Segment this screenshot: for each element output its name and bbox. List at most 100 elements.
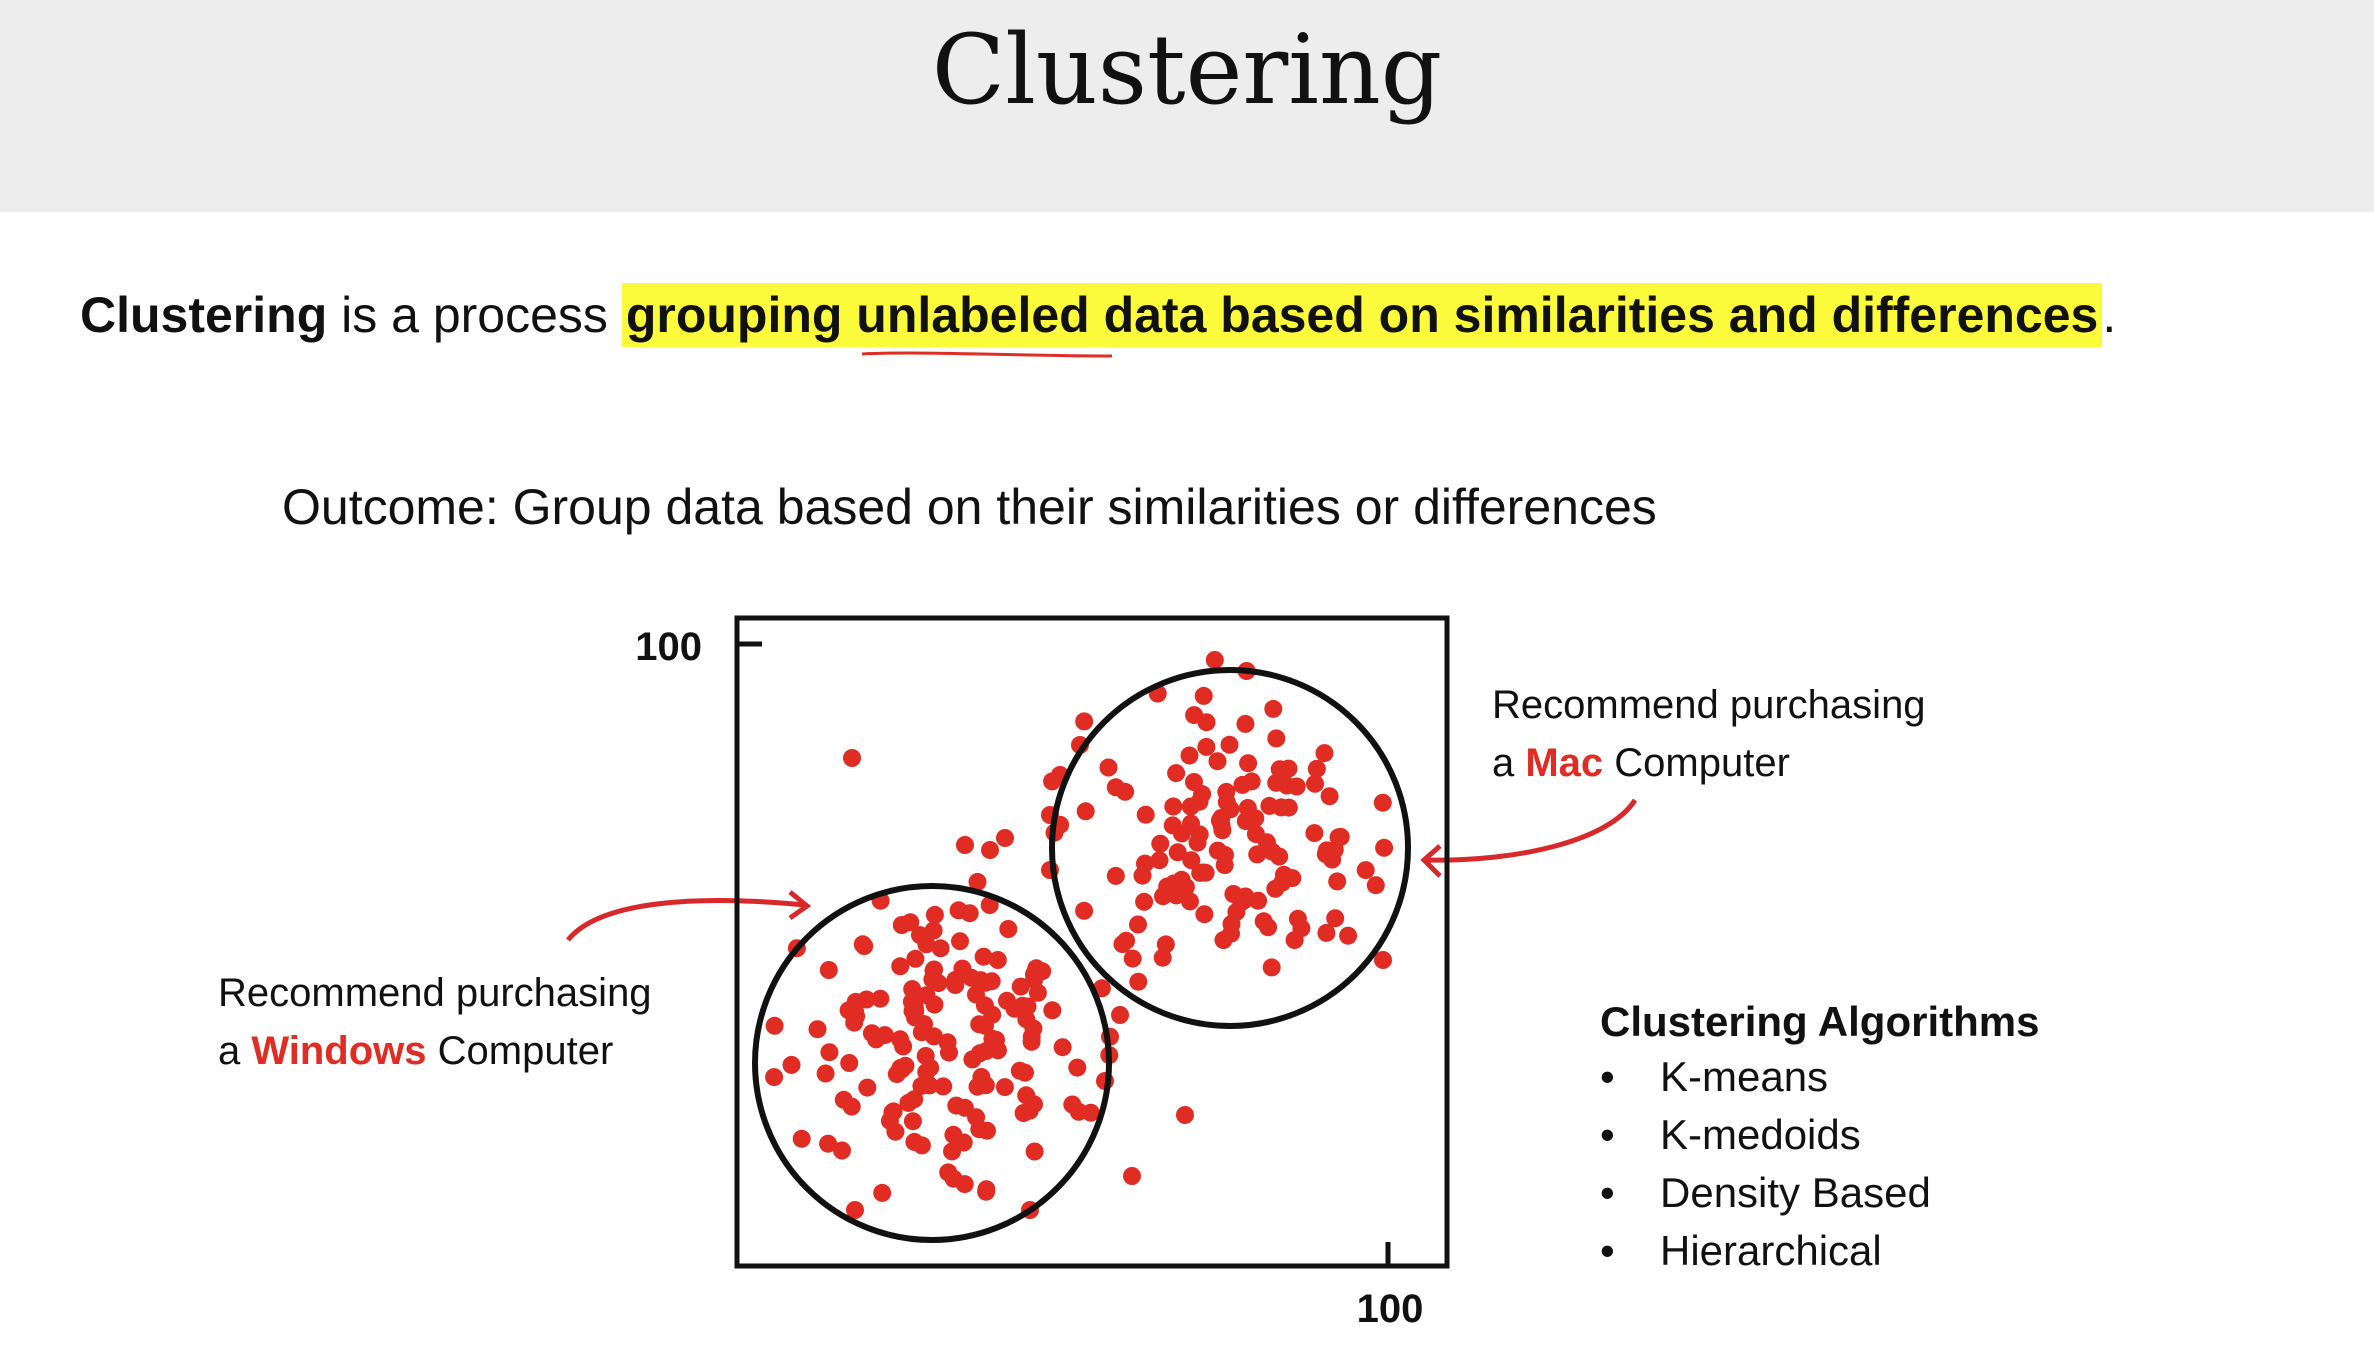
data-point — [1208, 752, 1227, 771]
windows-brand: Windows — [251, 1029, 427, 1073]
data-point — [903, 1112, 922, 1131]
data-point — [1356, 861, 1375, 880]
data-point — [1043, 1001, 1062, 1020]
data-point — [953, 959, 972, 978]
data-point — [1197, 737, 1216, 756]
data-point — [1028, 983, 1047, 1002]
plot-frame — [734, 615, 1450, 1269]
data-point — [847, 1007, 866, 1026]
data-point — [1263, 842, 1282, 861]
data-point — [883, 1103, 902, 1122]
definition-period: . — [2102, 287, 2117, 343]
data-point — [1180, 746, 1199, 765]
data-point — [1254, 912, 1273, 931]
data-point — [924, 921, 943, 940]
data-point — [956, 836, 974, 854]
data-point — [820, 1043, 839, 1062]
data-point — [808, 1020, 827, 1039]
data-point — [1182, 851, 1201, 870]
data-point — [782, 1055, 801, 1074]
data-point — [1315, 744, 1334, 763]
data-point — [867, 1030, 886, 1049]
data-point — [1264, 699, 1283, 718]
data-point — [917, 986, 936, 1005]
data-point — [1116, 782, 1135, 801]
data-point — [1375, 838, 1394, 857]
data-point — [977, 1180, 996, 1199]
data-point — [1329, 828, 1348, 847]
data-point — [915, 1015, 933, 1034]
mac-suffix: Computer — [1603, 741, 1790, 785]
data-point — [1168, 843, 1187, 862]
data-point — [1236, 714, 1255, 733]
data-point — [1151, 834, 1170, 853]
data-point — [1339, 926, 1358, 945]
data-point — [987, 1030, 1005, 1049]
data-point — [899, 1093, 918, 1112]
windows-cluster-circle — [752, 883, 1112, 1243]
data-point — [974, 947, 993, 966]
data-point — [1270, 760, 1289, 779]
data-point — [858, 1078, 877, 1097]
data-point — [1188, 833, 1207, 852]
mac-prefix: a — [1492, 741, 1526, 785]
data-point — [1022, 1032, 1041, 1051]
data-point — [1366, 876, 1385, 895]
data-point — [843, 749, 861, 767]
data-point — [1129, 972, 1148, 991]
data-point — [1135, 892, 1154, 911]
data-point — [1317, 841, 1336, 860]
data-point — [1025, 1142, 1044, 1161]
data-point — [1106, 866, 1125, 885]
data-point — [976, 1016, 994, 1035]
data-point — [978, 1121, 996, 1140]
definition-term: Clustering — [80, 287, 328, 343]
data-point — [1215, 856, 1234, 875]
data-point — [1217, 793, 1236, 812]
definition-text: Clustering is a process grouping unlabel… — [80, 283, 2117, 347]
data-point — [931, 939, 950, 958]
algorithms-heading: Clustering Algorithms — [1600, 998, 2040, 1045]
data-point — [925, 905, 944, 924]
windows-suffix: Computer — [426, 1029, 614, 1073]
data-point — [1075, 712, 1094, 731]
data-point — [1068, 1058, 1087, 1077]
data-point — [1172, 824, 1191, 843]
data-point — [1027, 959, 1046, 978]
data-point — [1249, 891, 1268, 910]
data-point — [1220, 735, 1239, 754]
windows-recommendation: Recommend purchasing a Windows Computer — [218, 964, 652, 1080]
data-point — [996, 829, 1014, 847]
data-point — [886, 1122, 905, 1141]
data-point — [1113, 935, 1132, 954]
data-point — [944, 1169, 963, 1188]
data-point — [1133, 866, 1152, 885]
data-point — [1374, 951, 1392, 969]
data-point — [1185, 773, 1203, 791]
data-point — [1236, 812, 1255, 831]
data-point — [999, 920, 1018, 938]
windows-prefix: a — [218, 1029, 252, 1073]
data-point — [934, 1077, 953, 1096]
data-point — [1076, 802, 1095, 821]
data-point — [1167, 764, 1186, 783]
data-point — [921, 1058, 940, 1077]
data-point — [792, 1129, 811, 1148]
data-point — [988, 951, 1007, 969]
data-point — [968, 872, 987, 891]
data-point — [925, 1027, 943, 1046]
data-point — [1123, 1167, 1141, 1185]
data-point — [980, 896, 999, 914]
data-point — [929, 974, 948, 993]
data-point — [975, 996, 994, 1015]
data-point — [1081, 1103, 1100, 1122]
data-point — [1190, 792, 1209, 811]
data-point — [1153, 948, 1172, 967]
data-point — [816, 1064, 835, 1083]
windows-recommendation-line2: a Windows Computer — [218, 1022, 652, 1080]
data-point — [1075, 901, 1094, 920]
data-point — [1053, 1038, 1072, 1057]
mac-recommendation-line1: Recommend purchasing — [1492, 683, 1926, 727]
mac-recommendation: Recommend purchasing a Mac Computer — [1492, 676, 1926, 792]
